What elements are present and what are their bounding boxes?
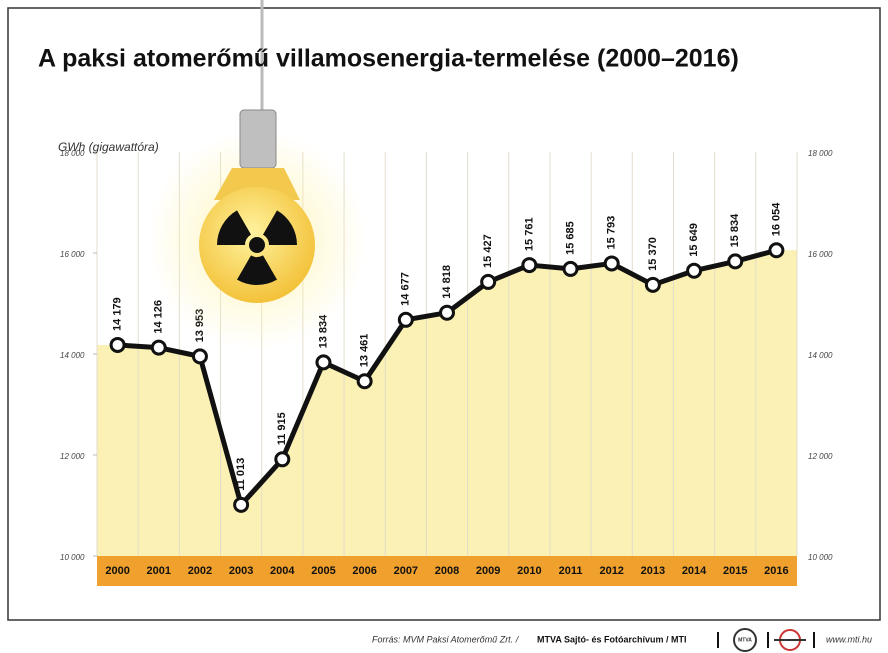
x-tick-label: 2016: [764, 565, 788, 577]
y-tick-label: 12 000: [60, 452, 85, 461]
value-label: 15 834: [729, 213, 741, 248]
point: [729, 255, 742, 268]
point: [564, 262, 577, 275]
x-tick-label: 2015: [723, 565, 747, 577]
point: [235, 498, 248, 511]
y-tick-label: 14 000: [60, 351, 85, 360]
chart: 2000 2001 2002 2003 2004 2005 2006 2007 2008 2009…: [0, 0, 888, 653]
value-label: 13 461: [359, 334, 371, 368]
url: www.mti.hu: [826, 634, 872, 644]
x-tick-label: 2007: [394, 565, 418, 577]
value-label: 16 054: [770, 202, 782, 237]
value-label: 14 677: [400, 272, 412, 306]
x-tick-label: 2009: [476, 565, 500, 577]
source: Forrás: MVM Paksi Atomerőmű Zrt. /: [372, 634, 520, 644]
point: [399, 313, 412, 326]
x-tick-label: 2001: [147, 565, 171, 577]
x-tick-label: 2012: [599, 565, 623, 577]
value-label: 14 818: [441, 265, 453, 299]
point: [441, 306, 454, 319]
y-tick-label: 10 000: [60, 553, 85, 562]
x-tick-label: 2008: [435, 565, 459, 577]
value-label: 11 915: [276, 412, 288, 445]
x-tick-label: 2014: [682, 565, 707, 577]
value-label: 15 649: [688, 223, 700, 257]
point: [770, 244, 783, 257]
point: [688, 264, 701, 277]
chart-title: A paksi atomerőmű villamosenergia-termel…: [38, 45, 739, 73]
point: [646, 278, 659, 291]
point: [482, 275, 495, 288]
value-label: 11 013: [235, 458, 247, 491]
value-label: 15 793: [606, 216, 618, 250]
x-tick-label: 2002: [188, 565, 212, 577]
x-tick-label: 2000: [105, 565, 129, 577]
value-label: 14 179: [111, 297, 123, 331]
y-tick-label: 16 000: [60, 250, 85, 259]
x-tick-label: 2011: [559, 565, 583, 577]
y-tick-label: 18 000: [808, 149, 833, 158]
point: [276, 453, 289, 466]
y-tick-label: 10 000: [808, 553, 833, 562]
x-tick-label: 2006: [352, 565, 376, 577]
x-tick-label: 2003: [229, 565, 253, 577]
page: 2000 2001 2002 2003 2004 2005 2006 2007 2008 2009…: [0, 0, 888, 653]
point: [111, 338, 124, 351]
logo-text: MTVA: [738, 637, 752, 643]
value-label: 15 370: [647, 237, 659, 271]
value-label: 15 685: [564, 221, 576, 255]
x-tick-label: 2013: [641, 565, 665, 577]
x-tick-label: 2004: [270, 565, 295, 577]
point: [193, 350, 206, 363]
point: [358, 375, 371, 388]
point: [523, 259, 536, 272]
point: [152, 341, 165, 354]
footer: Forrás: MVM Paksi Atomerőmű Zrt. / MTVA …: [372, 629, 872, 651]
value-label: 15 761: [523, 217, 535, 251]
y-axis-label: GWh (gigawattóra): [58, 140, 159, 154]
y-tick-label: 16 000: [808, 250, 833, 259]
x-tick-label: 2005: [311, 565, 335, 577]
point: [605, 257, 618, 270]
value-label: 15 427: [482, 234, 494, 268]
point: [317, 356, 330, 369]
socket: [240, 110, 276, 168]
trefoil-center: [249, 237, 265, 253]
x-tick-label: 2010: [517, 565, 541, 577]
y-tick-label: 12 000: [808, 452, 833, 461]
y-tick-label: 14 000: [808, 351, 833, 360]
value-label: 14 126: [153, 300, 165, 334]
publisher: MTVA Sajtó- és Fotóarchívum / MTI: [537, 634, 687, 644]
